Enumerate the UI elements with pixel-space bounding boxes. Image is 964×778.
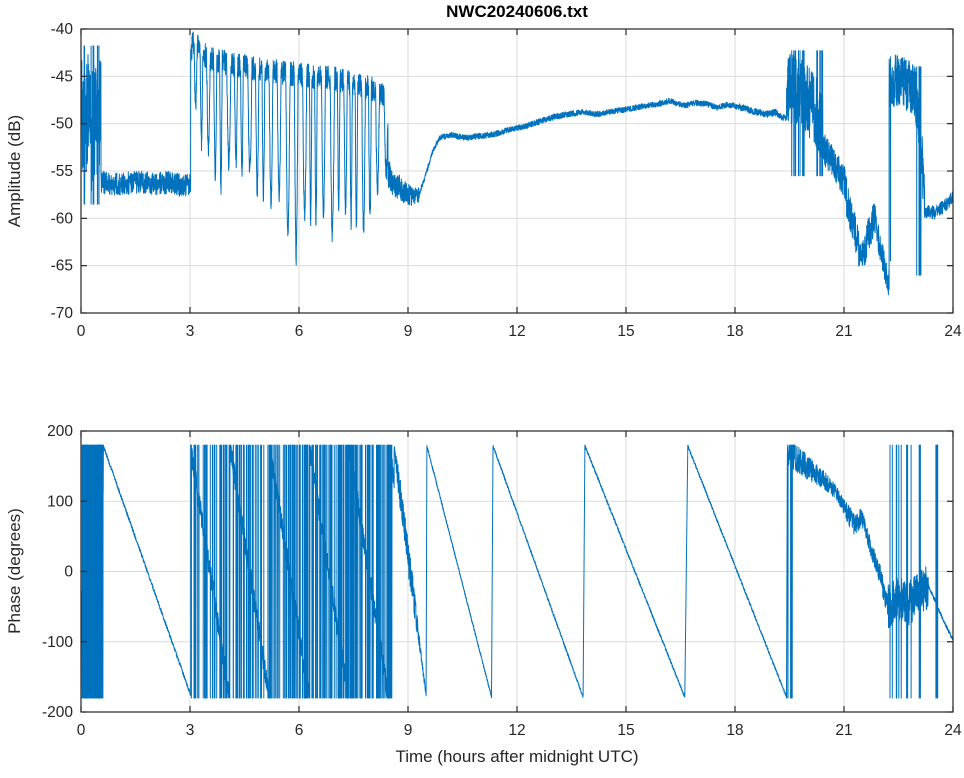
x-tick-label: 15 <box>617 722 634 739</box>
x-tick-label: 0 <box>77 323 86 340</box>
tick-labels: 0 3 6 9 12 15 18 21 24 -70 -65 -60 -55 -50 -45 -40 <box>51 21 962 340</box>
y-tick-label: 100 <box>47 493 73 510</box>
x-tick-label: 12 <box>508 722 525 739</box>
x-tick-label: 3 <box>186 722 195 739</box>
x-tick-label: 21 <box>835 722 852 739</box>
y-tick-label: -200 <box>42 704 73 721</box>
y-tick-label: 0 <box>64 564 73 581</box>
x-tick-label: 9 <box>404 722 413 739</box>
x-tick-label: 18 <box>726 722 743 739</box>
y-tick-label: -70 <box>51 305 74 322</box>
y-tick-label: -60 <box>51 210 74 227</box>
x-tick-label: 24 <box>944 722 962 739</box>
y-tick-label: -40 <box>51 21 74 38</box>
x-tick-label: 18 <box>726 323 743 340</box>
x-axis-label: Time (hours after midnight UTC) <box>395 747 639 766</box>
x-tick-label: 21 <box>835 323 852 340</box>
ticks <box>80 28 954 314</box>
x-tick-label: 24 <box>944 323 962 340</box>
y-tick-label: 200 <box>47 423 73 440</box>
figure-title: NWC20240606.txt <box>446 2 588 21</box>
x-tick-label: 9 <box>404 323 413 340</box>
y-tick-label: -50 <box>51 116 74 133</box>
ticks <box>80 430 954 713</box>
x-tick-label: 0 <box>77 722 86 739</box>
x-tick-label: 15 <box>617 323 634 340</box>
phase-series-line <box>80 444 954 699</box>
phase-axes: 0 3 6 9 12 15 18 21 24 -200 -100 0 100 200 <box>42 423 962 739</box>
amplitude-series-line <box>80 31 954 296</box>
y-tick-label: -65 <box>51 258 73 275</box>
x-tick-label: 6 <box>295 323 304 340</box>
x-tick-label: 6 <box>295 722 304 739</box>
tick-labels: 0 3 6 9 12 15 18 21 24 -200 -100 0 100 200 <box>42 423 962 739</box>
phase-y-axis-label: Phase (degrees) <box>5 508 24 634</box>
y-tick-label: -100 <box>42 634 73 651</box>
amplitude-axes: 0 3 6 9 12 15 18 21 24 -70 -65 -60 -55 -50 -45 -40 <box>51 21 962 340</box>
x-tick-label: 12 <box>508 323 525 340</box>
x-tick-label: 3 <box>186 323 195 340</box>
y-tick-label: -55 <box>51 163 73 180</box>
y-tick-label: -45 <box>51 68 73 85</box>
amplitude-y-axis-label: Amplitude (dB) <box>5 114 24 228</box>
